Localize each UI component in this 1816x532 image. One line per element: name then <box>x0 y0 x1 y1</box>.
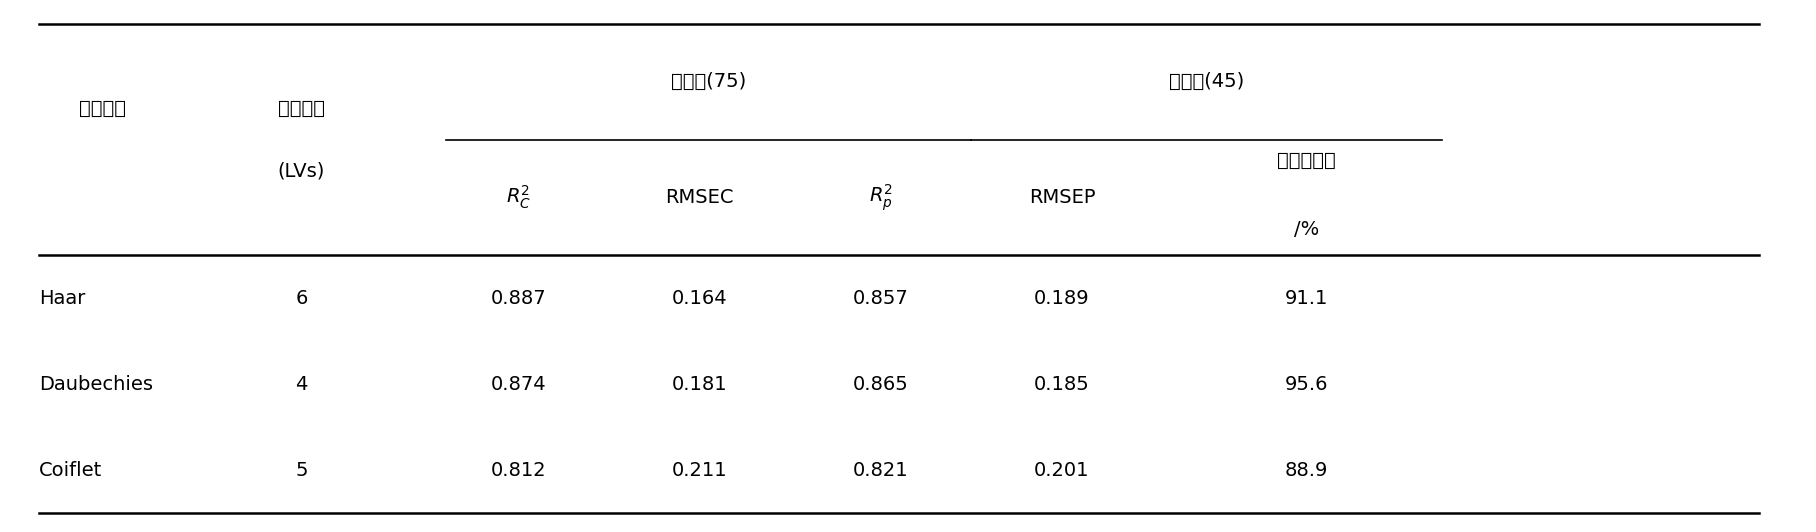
Text: 预测集(45): 预测集(45) <box>1170 72 1244 92</box>
Text: 0.211: 0.211 <box>672 461 728 480</box>
Text: Daubechies: Daubechies <box>38 375 153 394</box>
Text: 88.9: 88.9 <box>1284 461 1327 480</box>
Text: 5: 5 <box>296 461 307 480</box>
Text: $R_p^2$: $R_p^2$ <box>868 182 893 213</box>
Text: 0.887: 0.887 <box>490 289 547 308</box>
Text: 0.189: 0.189 <box>1033 289 1090 308</box>
Text: 潜在变量: 潜在变量 <box>278 98 325 118</box>
Text: 0.185: 0.185 <box>1033 375 1090 394</box>
Text: 95.6: 95.6 <box>1284 375 1327 394</box>
Text: 91.1: 91.1 <box>1284 289 1327 308</box>
Text: $R_C^2$: $R_C^2$ <box>507 184 532 211</box>
Text: 0.181: 0.181 <box>672 375 728 394</box>
Text: 0.857: 0.857 <box>854 289 908 308</box>
Text: 建模集(75): 建模集(75) <box>672 72 746 92</box>
Text: (LVs): (LVs) <box>278 162 325 181</box>
Text: 小波函数: 小波函数 <box>78 98 125 118</box>
Text: 4: 4 <box>296 375 307 394</box>
Text: /%: /% <box>1293 220 1318 239</box>
Text: 0.865: 0.865 <box>854 375 908 394</box>
Text: Haar: Haar <box>38 289 85 308</box>
Text: 0.201: 0.201 <box>1033 461 1090 480</box>
Text: 0.821: 0.821 <box>854 461 908 480</box>
Text: 预测正确率: 预测正确率 <box>1277 151 1337 170</box>
Text: 0.812: 0.812 <box>490 461 547 480</box>
Text: 0.874: 0.874 <box>490 375 547 394</box>
Text: 6: 6 <box>296 289 307 308</box>
Text: RMSEC: RMSEC <box>665 188 734 207</box>
Text: Coiflet: Coiflet <box>38 461 102 480</box>
Text: 0.164: 0.164 <box>672 289 728 308</box>
Text: RMSEP: RMSEP <box>1028 188 1095 207</box>
